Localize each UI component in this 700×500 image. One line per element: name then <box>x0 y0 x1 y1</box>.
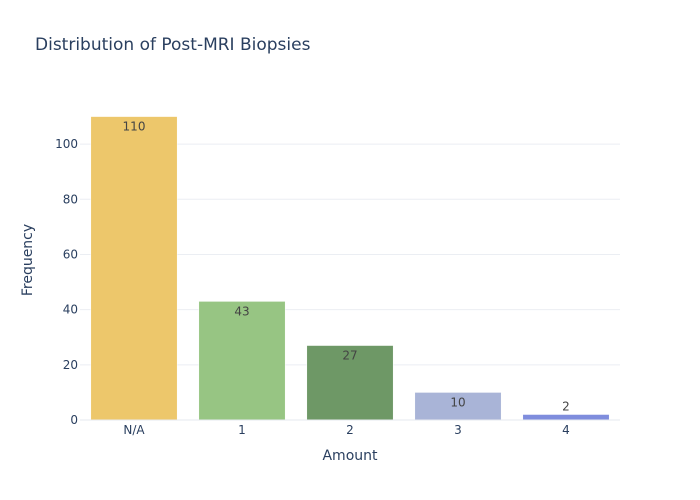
y-axis-title: Frequency <box>20 224 36 296</box>
bar-1[interactable] <box>198 301 286 421</box>
y-tick-label: 100 <box>55 137 78 151</box>
x-axis-ticks: N/A 1 2 3 4 <box>123 423 569 437</box>
y-tick-label: 60 <box>63 247 78 261</box>
data-labels: 110 43 27 10 2 <box>123 120 570 414</box>
x-tick-label: 3 <box>454 423 462 437</box>
x-tick-label: N/A <box>123 423 145 437</box>
bar-value-label: 110 <box>123 120 146 134</box>
bar-value-label: 43 <box>234 304 249 318</box>
y-tick-label: 20 <box>63 358 78 372</box>
y-tick-label: 0 <box>70 413 78 427</box>
y-axis-ticks: 0 20 40 60 80 100 <box>55 137 78 427</box>
bar-value-label: 2 <box>562 399 570 413</box>
y-tick-label: 40 <box>63 303 78 317</box>
chart-title: Distribution of Post-MRI Biopsies <box>35 35 311 55</box>
x-tick-label: 2 <box>346 423 354 437</box>
bar-na[interactable] <box>90 116 178 421</box>
bar-4[interactable] <box>522 414 610 421</box>
y-tick-label: 80 <box>63 192 78 206</box>
bar-2[interactable] <box>306 345 394 421</box>
bars <box>90 116 610 421</box>
x-tick-label: 1 <box>238 423 246 437</box>
x-tick-label: 4 <box>562 423 570 437</box>
bar-value-label: 27 <box>342 349 357 363</box>
bar-value-label: 10 <box>450 395 465 409</box>
x-axis-title: Amount <box>322 448 378 464</box>
